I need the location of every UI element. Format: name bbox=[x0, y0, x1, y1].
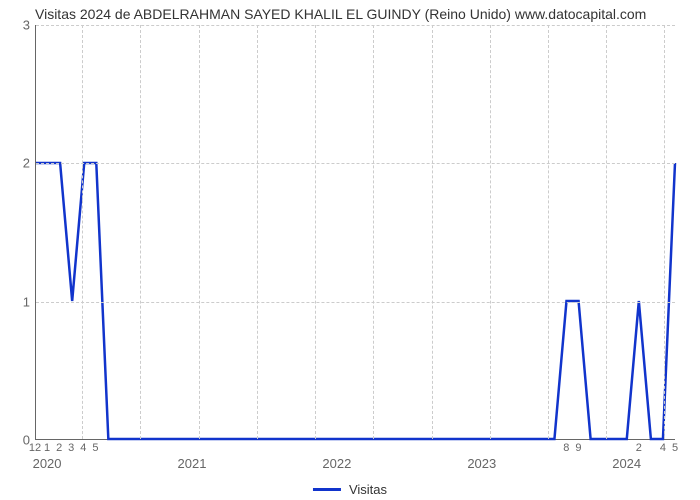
legend: Visitas bbox=[313, 482, 387, 497]
grid-h bbox=[36, 25, 675, 26]
x-minor-tick: 8 bbox=[563, 442, 569, 454]
x-minor-tick: 4 bbox=[660, 442, 666, 454]
x-major-tick: 2022 bbox=[322, 456, 351, 471]
x-minor-tick: 1 bbox=[44, 442, 50, 454]
x-minor-tick: 12 bbox=[29, 442, 41, 454]
x-minor-tick: 4 bbox=[80, 442, 86, 454]
legend-swatch bbox=[313, 488, 341, 491]
legend-label: Visitas bbox=[349, 482, 387, 497]
chart-title: Visitas 2024 de ABDELRAHMAN SAYED KHALIL… bbox=[35, 6, 646, 22]
x-minor-tick: 2 bbox=[636, 442, 642, 454]
grid-v bbox=[432, 25, 433, 439]
line-series bbox=[36, 25, 675, 439]
grid-v bbox=[490, 25, 491, 439]
x-major-tick: 2024 bbox=[612, 456, 641, 471]
grid-h bbox=[36, 302, 675, 303]
grid-v bbox=[315, 25, 316, 439]
grid-v bbox=[548, 25, 549, 439]
grid-v bbox=[82, 25, 83, 439]
grid-v bbox=[199, 25, 200, 439]
x-minor-tick: 3 bbox=[68, 442, 74, 454]
x-major-tick: 2020 bbox=[33, 456, 62, 471]
x-major-tick: 2021 bbox=[178, 456, 207, 471]
y-tick: 1 bbox=[0, 294, 30, 309]
y-tick: 2 bbox=[0, 156, 30, 171]
grid-v bbox=[664, 25, 665, 439]
plot-area bbox=[35, 25, 675, 440]
x-major-tick: 2023 bbox=[467, 456, 496, 471]
grid-v bbox=[373, 25, 374, 439]
x-minor-tick: 9 bbox=[575, 442, 581, 454]
y-tick: 0 bbox=[0, 433, 30, 448]
x-minor-tick: 5 bbox=[92, 442, 98, 454]
grid-v bbox=[606, 25, 607, 439]
chart-container: { "title": "Visitas 2024 de ABDELRAHMAN … bbox=[0, 0, 700, 500]
grid-v bbox=[140, 25, 141, 439]
grid-h bbox=[36, 163, 675, 164]
y-tick: 3 bbox=[0, 18, 30, 33]
x-minor-tick: 5 bbox=[672, 442, 678, 454]
grid-v bbox=[257, 25, 258, 439]
x-minor-tick: 2 bbox=[56, 442, 62, 454]
